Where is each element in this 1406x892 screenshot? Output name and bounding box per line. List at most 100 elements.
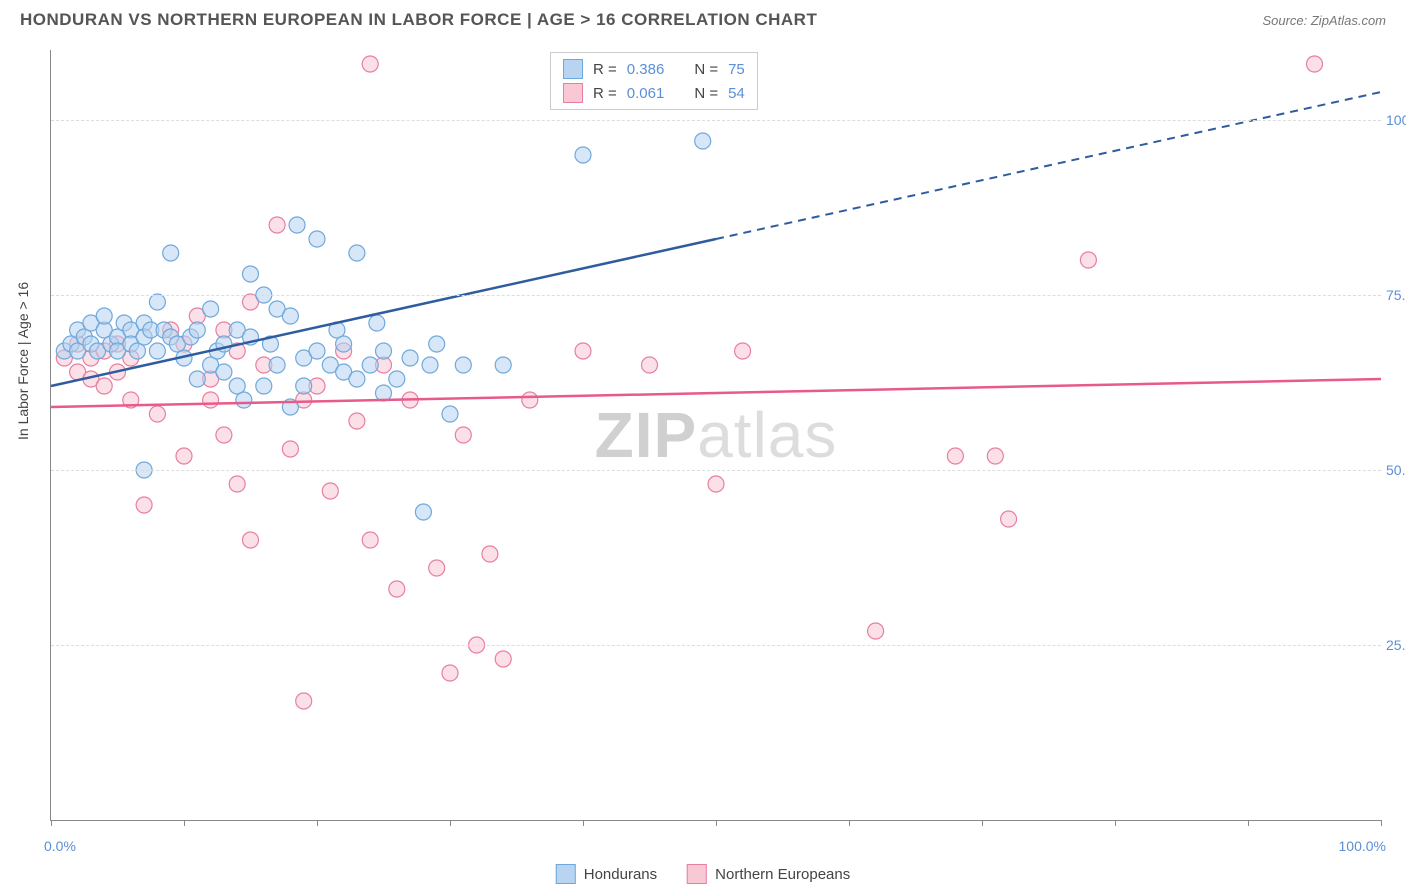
data-point — [176, 448, 192, 464]
legend-row-northern: R = 0.061 N = 54 — [563, 81, 745, 105]
n-label: N = — [694, 61, 718, 78]
data-point — [389, 581, 405, 597]
x-max-label: 100.0% — [1339, 838, 1386, 854]
data-point — [296, 693, 312, 709]
data-point — [415, 504, 431, 520]
data-point — [429, 560, 445, 576]
data-point — [349, 245, 365, 261]
y-tick-label: 100.0% — [1386, 112, 1406, 128]
swatch-northern — [563, 83, 583, 103]
data-point — [243, 266, 259, 282]
gridline — [51, 120, 1381, 121]
data-point — [269, 357, 285, 373]
r-value-hondurans: 0.386 — [627, 61, 665, 78]
gridline — [51, 470, 1381, 471]
r-label: R = — [593, 85, 617, 102]
data-point — [96, 308, 112, 324]
data-point — [256, 378, 272, 394]
data-point — [349, 413, 365, 429]
r-label: R = — [593, 61, 617, 78]
data-point — [282, 441, 298, 457]
x-tick — [184, 820, 185, 826]
y-tick-label: 25.0% — [1386, 637, 1406, 653]
data-point — [203, 301, 219, 317]
data-point — [189, 371, 205, 387]
data-point — [389, 371, 405, 387]
x-tick — [1248, 820, 1249, 826]
gridline — [51, 295, 1381, 296]
trend-line — [51, 379, 1381, 407]
data-point — [362, 56, 378, 72]
data-point — [1001, 511, 1017, 527]
data-point — [362, 532, 378, 548]
data-point — [309, 231, 325, 247]
data-point — [1307, 56, 1323, 72]
data-point — [1080, 252, 1096, 268]
data-point — [429, 336, 445, 352]
data-point — [369, 315, 385, 331]
data-point — [708, 476, 724, 492]
legend-label-northern: Northern Europeans — [715, 866, 850, 883]
data-point — [495, 651, 511, 667]
data-point — [269, 217, 285, 233]
data-point — [149, 406, 165, 422]
x-tick — [51, 820, 52, 826]
data-point — [422, 357, 438, 373]
scatter-plot-svg — [51, 50, 1381, 820]
x-min-label: 0.0% — [44, 838, 76, 854]
data-point — [322, 483, 338, 499]
data-point — [495, 357, 511, 373]
data-point — [947, 448, 963, 464]
source-attribution: Source: ZipAtlas.com — [1262, 13, 1386, 28]
legend-label-hondurans: Hondurans — [584, 866, 657, 883]
data-point — [482, 546, 498, 562]
y-axis-title: In Labor Force | Age > 16 — [15, 282, 31, 440]
data-point — [203, 392, 219, 408]
data-point — [642, 357, 658, 373]
data-point — [575, 343, 591, 359]
chart-plot-area: ZIPatlas 25.0%50.0%75.0%100.0% — [50, 50, 1381, 821]
data-point — [136, 497, 152, 513]
trend-line — [716, 92, 1381, 239]
swatch-northern-bottom — [687, 864, 707, 884]
x-tick — [583, 820, 584, 826]
data-point — [442, 406, 458, 422]
data-point — [522, 392, 538, 408]
chart-title: HONDURAN VS NORTHERN EUROPEAN IN LABOR F… — [20, 10, 817, 30]
data-point — [402, 350, 418, 366]
swatch-hondurans-bottom — [556, 864, 576, 884]
data-point — [309, 343, 325, 359]
data-point — [868, 623, 884, 639]
correlation-legend: R = 0.386 N = 75 R = 0.061 N = 54 — [550, 52, 758, 110]
data-point — [236, 392, 252, 408]
data-point — [575, 147, 591, 163]
data-point — [455, 427, 471, 443]
gridline — [51, 645, 1381, 646]
n-value-northern: 54 — [728, 85, 745, 102]
n-label: N = — [694, 85, 718, 102]
x-tick — [1115, 820, 1116, 826]
data-point — [229, 476, 245, 492]
legend-item-northern: Northern Europeans — [687, 864, 850, 884]
swatch-hondurans — [563, 59, 583, 79]
y-tick-label: 50.0% — [1386, 462, 1406, 478]
data-point — [695, 133, 711, 149]
x-tick — [317, 820, 318, 826]
data-point — [149, 343, 165, 359]
x-tick — [1381, 820, 1382, 826]
data-point — [376, 385, 392, 401]
n-value-hondurans: 75 — [728, 61, 745, 78]
data-point — [163, 245, 179, 261]
data-point — [349, 371, 365, 387]
data-point — [282, 308, 298, 324]
r-value-northern: 0.061 — [627, 85, 665, 102]
data-point — [189, 322, 205, 338]
data-point — [336, 336, 352, 352]
x-tick — [982, 820, 983, 826]
legend-row-hondurans: R = 0.386 N = 75 — [563, 57, 745, 81]
data-point — [376, 343, 392, 359]
data-point — [442, 665, 458, 681]
data-point — [296, 378, 312, 394]
data-point — [96, 378, 112, 394]
data-point — [289, 217, 305, 233]
